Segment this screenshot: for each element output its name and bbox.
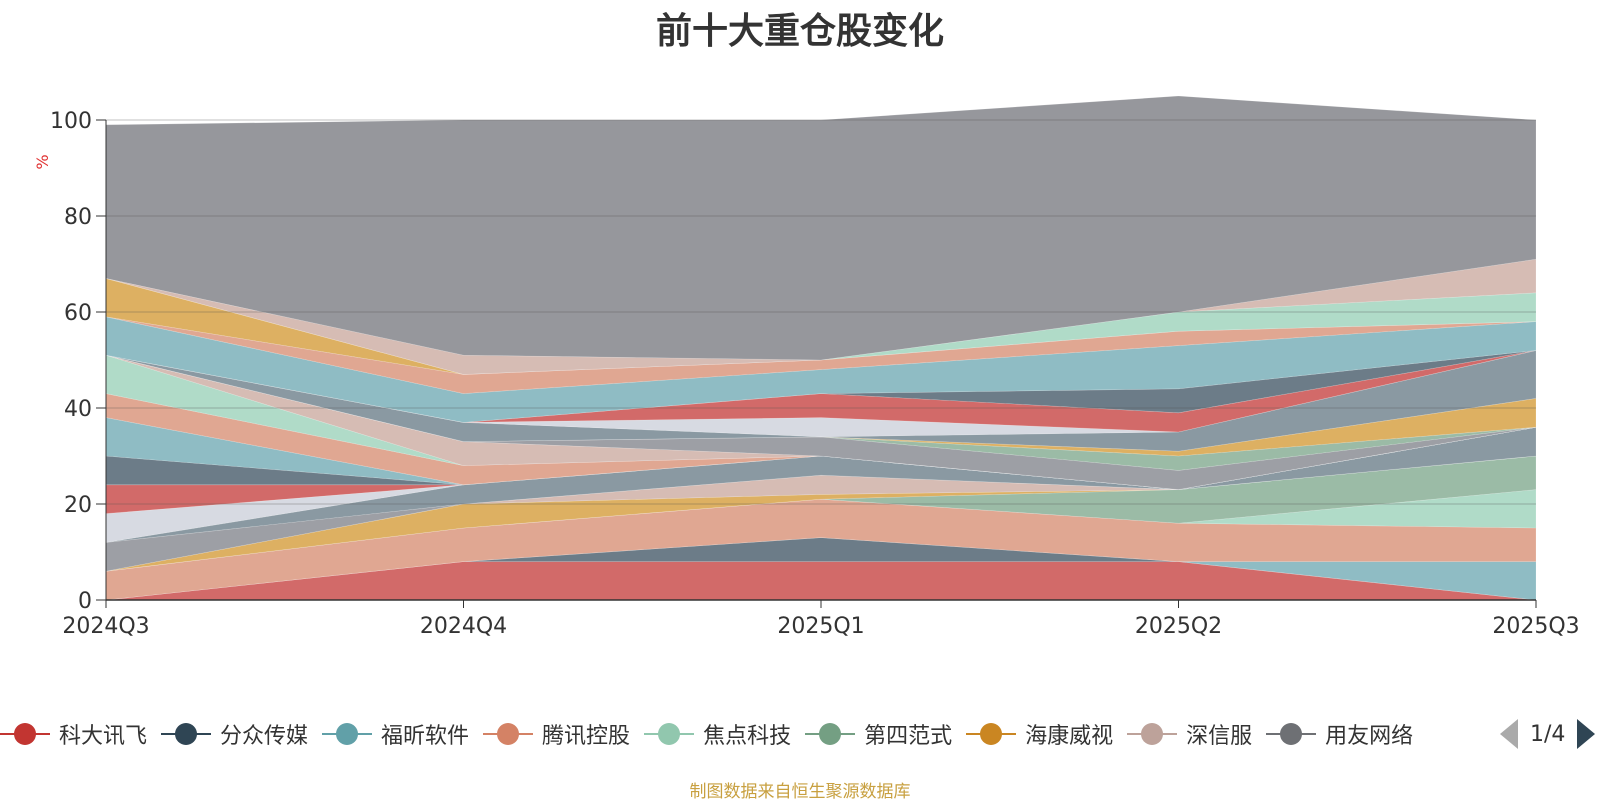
legend-item[interactable]: 腾讯控股 bbox=[483, 712, 630, 756]
legend-label: 焦点科技 bbox=[703, 724, 792, 749]
legend: 科大讯飞 分众传媒 福昕软件 腾讯控股 焦点科技 第四范式 海康威视 深信服 用友网络 1/4 bbox=[0, 712, 1600, 756]
x-tick-label: 2025Q3 bbox=[1492, 614, 1579, 639]
y-tick-label: 60 bbox=[64, 301, 92, 326]
y-tick-label: 100 bbox=[50, 109, 92, 134]
y-tick-label: 40 bbox=[64, 397, 92, 422]
legend-item[interactable]: 海康威视 bbox=[966, 712, 1113, 756]
legend-item[interactable]: 用友网络 bbox=[1266, 712, 1413, 756]
y-tick-label: 20 bbox=[64, 493, 92, 518]
area-series-group bbox=[105, 95, 1537, 601]
area-series-21 bbox=[105, 350, 1537, 452]
legend-marker-icon bbox=[1127, 719, 1178, 749]
stacked-area-chart: 0 20 40 60 80 100 2024Q3 2024Q4 2025Q1 2025Q2 2025… bbox=[33, 95, 1580, 639]
legend-label: 分众传媒 bbox=[220, 724, 309, 749]
legend-marker-icon bbox=[161, 719, 212, 749]
legend-next-icon[interactable] bbox=[1577, 719, 1596, 749]
source-note: 制图数据来自恒生聚源数据库 bbox=[689, 782, 911, 802]
legend-items: 科大讯飞 分众传媒 福昕软件 腾讯控股 焦点科技 第四范式 海康威视 深信服 用友网络 bbox=[0, 712, 1483, 756]
legend-label: 腾讯控股 bbox=[542, 724, 631, 749]
legend-label: 第四范式 bbox=[864, 724, 953, 749]
y-tick-label: 0 bbox=[78, 589, 92, 614]
legend-label: 科大讯飞 bbox=[59, 724, 148, 749]
legend-marker-icon bbox=[805, 719, 856, 749]
legend-label: 海康威视 bbox=[1025, 724, 1114, 749]
area-series-30 bbox=[105, 95, 1537, 361]
legend-page-indicator: 1/4 bbox=[1530, 721, 1566, 747]
x-tick-label: 2024Q3 bbox=[62, 614, 149, 639]
legend-marker-icon bbox=[322, 719, 373, 749]
legend-marker-icon bbox=[644, 719, 695, 749]
legend-marker-icon bbox=[966, 719, 1017, 749]
x-tick-label: 2025Q2 bbox=[1135, 614, 1222, 639]
x-tick-label: 2024Q4 bbox=[420, 614, 507, 639]
legend-label: 深信服 bbox=[1186, 724, 1253, 749]
legend-item[interactable]: 第四范式 bbox=[805, 712, 952, 756]
axes: 0 20 40 60 80 100 2024Q3 2024Q4 2025Q1 2025Q2 2025… bbox=[50, 109, 1580, 639]
area-series-28 bbox=[105, 278, 1537, 375]
legend-pager: 1/4 bbox=[1500, 712, 1596, 756]
legend-item[interactable]: 焦点科技 bbox=[644, 712, 791, 756]
legend-item[interactable]: 科大讯飞 bbox=[0, 712, 147, 756]
legend-marker-icon bbox=[483, 719, 534, 749]
x-tick-label: 2025Q1 bbox=[777, 614, 864, 639]
legend-item[interactable]: 福昕软件 bbox=[322, 712, 469, 756]
chart-title: 前十大重仓股变化 bbox=[655, 11, 944, 52]
legend-label: 用友网络 bbox=[1325, 724, 1414, 749]
grid-lines bbox=[106, 119, 1536, 505]
legend-prev-icon[interactable] bbox=[1500, 719, 1518, 749]
legend-item[interactable]: 分众传媒 bbox=[161, 712, 308, 756]
legend-label: 福昕软件 bbox=[381, 724, 470, 749]
legend-marker-icon bbox=[0, 719, 50, 749]
legend-item[interactable]: 深信服 bbox=[1127, 712, 1252, 756]
area-series-20 bbox=[105, 354, 1537, 457]
legend-marker-icon bbox=[1266, 719, 1317, 749]
y-tick-label: 80 bbox=[64, 205, 92, 230]
y-axis-label: % bbox=[33, 154, 52, 169]
